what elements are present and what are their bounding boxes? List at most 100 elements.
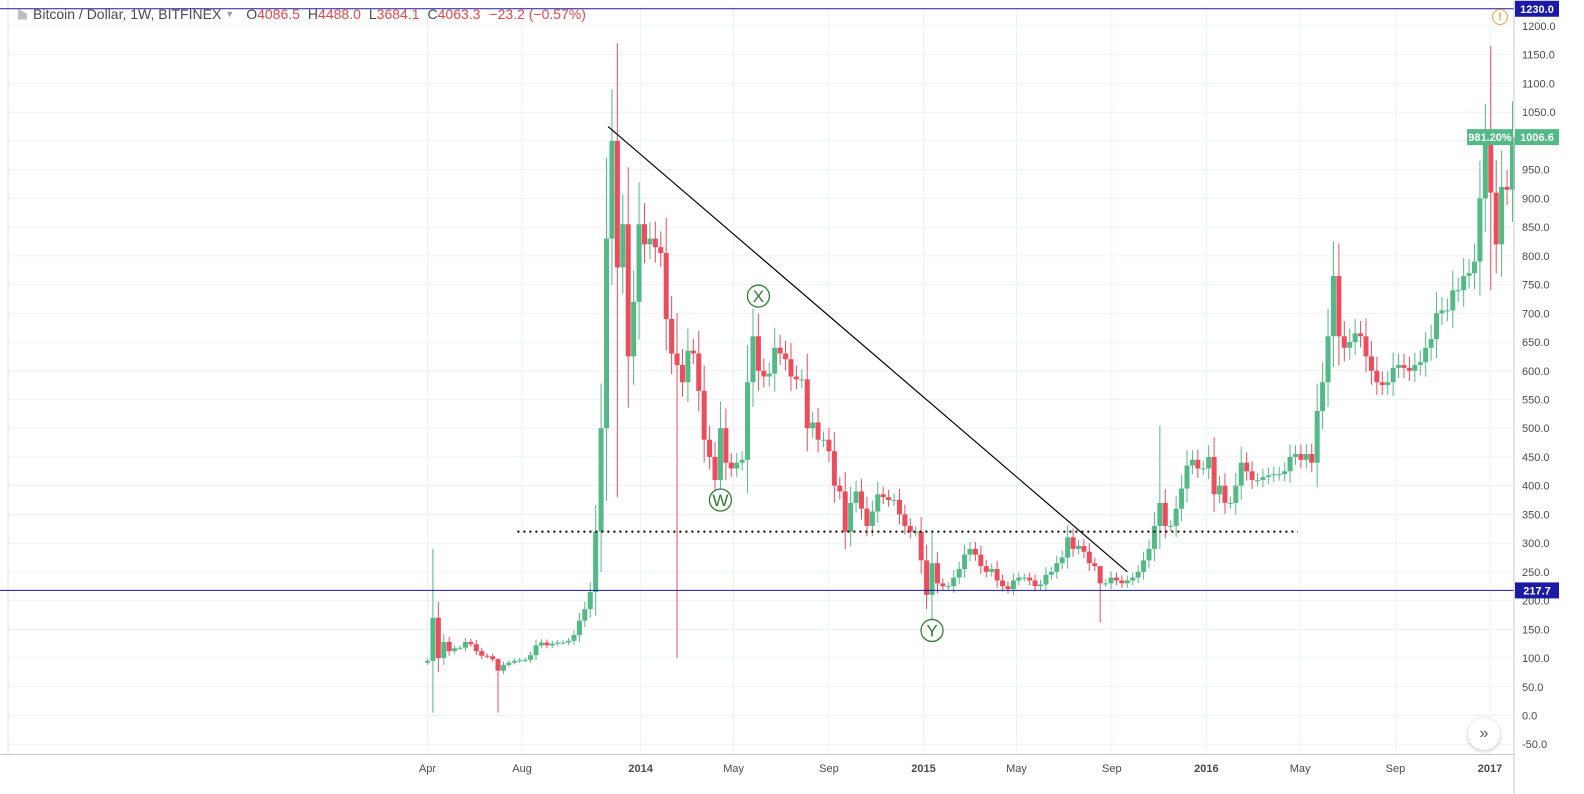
candle-body-up	[528, 655, 534, 660]
candle-body-up	[1016, 577, 1022, 581]
price-tag-percent: 981.20%	[1468, 132, 1512, 144]
candle-body-down	[446, 641, 452, 652]
candle-body-down	[918, 531, 924, 561]
candle-body-up	[604, 238, 610, 429]
candle-body-down	[1005, 586, 1011, 590]
y-tick-label: 550.0	[1522, 394, 1550, 406]
candle-body-down	[728, 462, 734, 469]
candle-body-down	[707, 439, 713, 457]
candle-body-up	[1260, 477, 1266, 480]
candle-body-down	[1379, 382, 1385, 386]
high-value: 4488.0	[318, 6, 361, 22]
candle-body-up	[1282, 471, 1288, 475]
candle-body-up	[745, 382, 751, 460]
candle-body-up	[1255, 479, 1261, 481]
candle-body-up	[1206, 456, 1212, 469]
candle-body-up	[1444, 310, 1450, 312]
alert-circle-icon[interactable]: !	[1492, 9, 1508, 25]
low-value: 3684.1	[376, 6, 420, 22]
candle-body-down	[788, 359, 794, 377]
price-axis[interactable]: -50.0 0.0 50.0 100.0 150.0 200.0 250.0 300.0 350…	[1513, 0, 1556, 794]
candle-body-down	[1298, 454, 1304, 460]
scroll-to-realtime-button[interactable]: »	[1468, 718, 1500, 750]
wave-label-circle	[920, 618, 944, 643]
candle-body-up	[1330, 275, 1336, 337]
candle-body-down	[696, 353, 702, 391]
candle-body-up	[1141, 560, 1147, 572]
candle-body-down	[479, 651, 485, 656]
candle-body-down	[896, 500, 902, 515]
candlestick-series	[425, 43, 1515, 713]
y-tick-label: 450.0	[1522, 452, 1550, 464]
candle-body-down	[994, 568, 1000, 581]
candle-body-up	[1347, 342, 1353, 348]
candle-body-up	[549, 643, 555, 646]
candle-body-down	[934, 563, 940, 584]
candle-body-down	[902, 514, 908, 526]
candle-body-down	[1401, 365, 1407, 368]
chevron-down-icon[interactable]: ▼	[225, 9, 235, 19]
candle-body-down	[1358, 333, 1364, 337]
high-label: H	[307, 6, 319, 22]
candle-body-up	[1189, 459, 1195, 466]
candle-body-up	[582, 609, 588, 621]
candle-body-up	[1428, 339, 1434, 348]
candle-body-up	[1238, 462, 1244, 486]
candle-body-up	[1021, 577, 1027, 579]
candle-body-up	[875, 494, 881, 512]
candle-body-down	[880, 494, 886, 498]
y-tick-label: 200.0	[1522, 596, 1550, 608]
candle-body-up	[566, 640, 572, 643]
candle-body-up	[717, 428, 723, 480]
y-tick-label: 350.0	[1522, 509, 1550, 521]
candle-body-down	[1341, 336, 1347, 348]
wave-label-y: Y	[926, 621, 937, 640]
candle-body-down	[907, 525, 913, 532]
candle-body-up	[1314, 410, 1320, 463]
candle-body-up	[500, 664, 506, 671]
candle-body-up	[1287, 456, 1293, 472]
candle-body-up	[1482, 140, 1488, 199]
candle-body-down	[468, 641, 474, 645]
candle-body-up	[967, 548, 973, 555]
candle-body-up	[1168, 525, 1174, 527]
y-tick-label: 600.0	[1522, 366, 1550, 378]
candle-body-down	[858, 491, 864, 509]
candle-body-up	[1173, 508, 1179, 526]
candle-body-up	[913, 531, 919, 533]
candle-body-down	[701, 390, 707, 440]
x-tick-label: May	[1290, 763, 1311, 775]
candle-body-up	[1010, 580, 1016, 590]
x-tick-label: Sep	[1386, 763, 1406, 775]
time-axis[interactable]: Apr Aug 2014 May Sep 2015 May Sep 2016 May Sep 2017	[0, 754, 1514, 776]
candle-body-up	[1065, 537, 1071, 558]
x-tick-label: 2017	[1478, 763, 1502, 775]
y-tick-label: 300.0	[1522, 538, 1550, 550]
y-tick-label: 500.0	[1522, 423, 1550, 435]
candle-body-up	[457, 647, 463, 649]
candle-body-down	[761, 370, 767, 377]
candle-body-down	[669, 319, 675, 354]
candle-body-up	[1461, 275, 1467, 291]
candle-body-up	[560, 642, 566, 644]
candle-body-up	[1439, 310, 1445, 314]
change-value: −23.2 (−0.57%)	[489, 6, 586, 22]
candle-body-down	[755, 336, 761, 371]
candle-body-up	[1352, 333, 1358, 343]
symbol-title[interactable]: Bitcoin / Dollar, 1W, BITFINEX	[33, 6, 222, 22]
price-tag-percent-bg	[1467, 129, 1513, 146]
candle-body-down	[1368, 356, 1374, 371]
candle-body-up	[1054, 563, 1060, 572]
candle-body-down	[1000, 580, 1006, 587]
candle-body-up	[1059, 557, 1065, 564]
candle-body-down	[1070, 537, 1076, 549]
candle-body-up	[821, 439, 827, 441]
candle-body-up	[853, 491, 859, 503]
candle-body-down	[435, 617, 441, 659]
low-label: L	[368, 6, 377, 22]
candle-body-up	[1075, 545, 1081, 549]
wave-label-circle	[746, 284, 771, 308]
candle-body-up	[538, 642, 544, 646]
candle-body-up	[533, 645, 539, 656]
